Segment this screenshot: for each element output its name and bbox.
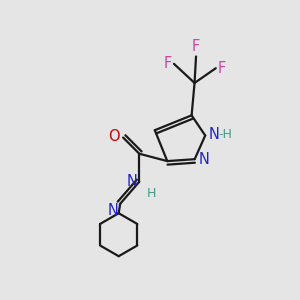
Text: N: N [198, 152, 209, 167]
Text: O: O [108, 129, 120, 144]
Text: F: F [192, 39, 200, 54]
Text: N: N [209, 127, 220, 142]
Text: F: F [163, 56, 172, 71]
Text: H: H [147, 187, 156, 200]
Text: F: F [218, 61, 226, 76]
Text: -H: -H [218, 128, 232, 140]
Text: N: N [108, 203, 119, 218]
Text: N: N [127, 174, 138, 189]
